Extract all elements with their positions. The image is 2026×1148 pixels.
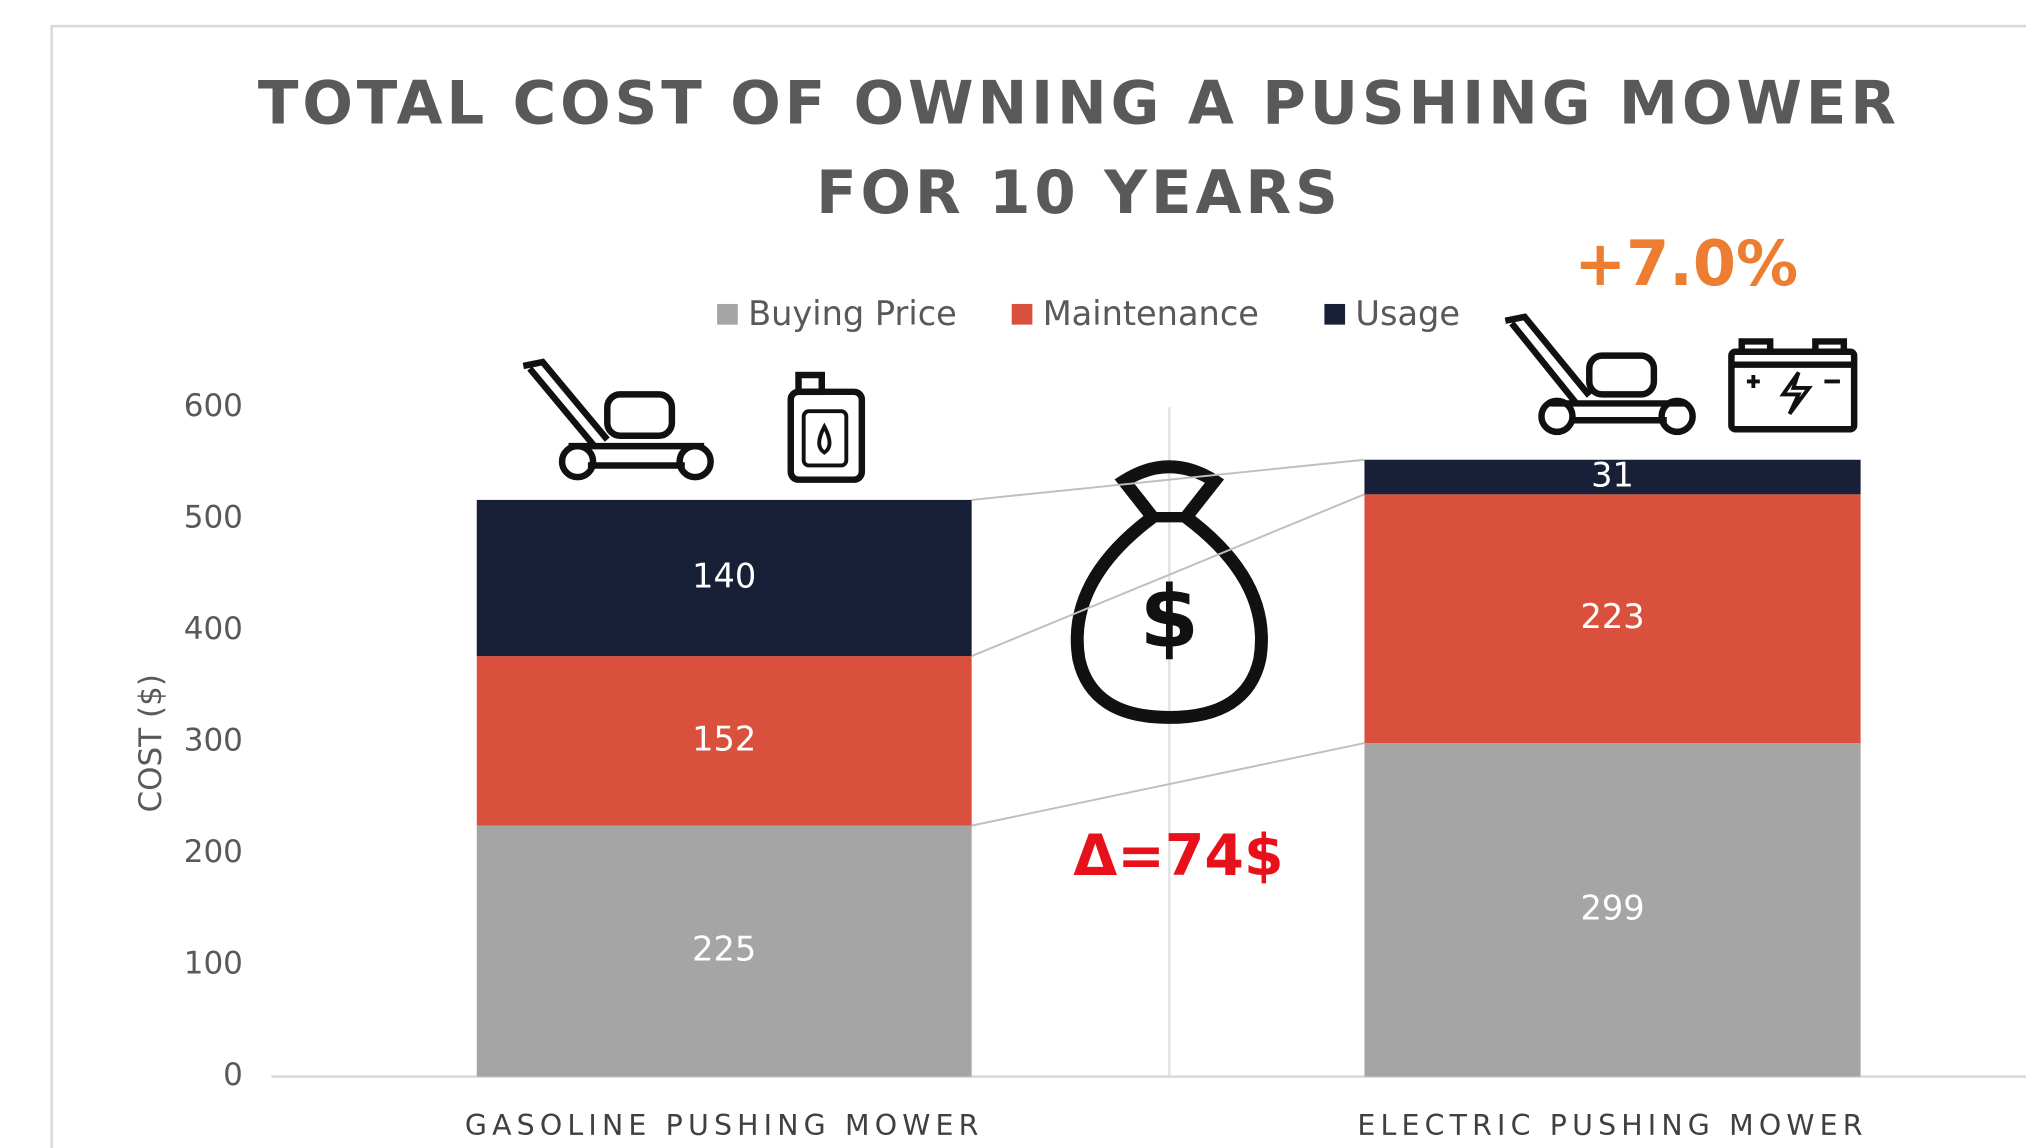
data-label: 299 — [1580, 888, 1644, 927]
y-tick-label: 600 — [184, 388, 243, 424]
x-tick-label: GASOLINE PUSHING MOWER — [465, 1109, 984, 1142]
money-bag-symbol: $ — [1140, 569, 1199, 668]
legend-swatch — [1011, 303, 1033, 325]
mower-icon — [522, 358, 714, 481]
data-label: 31 — [1591, 456, 1634, 495]
y-tick-label: 500 — [184, 499, 243, 535]
data-label: 140 — [692, 556, 756, 595]
bar-segment — [1364, 743, 1861, 1077]
legend-swatch — [717, 303, 738, 325]
fuel-can-icon — [787, 371, 866, 483]
data-label: 225 — [692, 930, 756, 969]
connector-line — [971, 458, 1365, 501]
data-label: 223 — [1580, 597, 1644, 636]
connector-line — [971, 742, 1365, 827]
chart-title: TOTAL COST OF OWNING A PUSHING MOWER — [258, 70, 1900, 139]
annotation: Δ=74$ — [1073, 823, 1283, 889]
bar-segment — [1364, 494, 1861, 744]
money-bag-icon: $ — [1070, 460, 1268, 724]
y-tick-label: 300 — [184, 722, 243, 758]
bar-segment — [476, 825, 972, 1077]
x-tick-label: ELECTRIC PUSHING MOWER — [1357, 1109, 1867, 1142]
y-tick-label: 100 — [184, 946, 243, 982]
mower-icon — [1504, 313, 1696, 436]
bar-segment — [476, 656, 972, 826]
connector-line — [971, 493, 1365, 657]
chart-title: FOR 10 YEARS — [816, 159, 1342, 228]
y-tick-label: 400 — [184, 611, 243, 647]
y-tick-label: 0 — [223, 1057, 243, 1093]
legend-label: Maintenance — [1043, 294, 1259, 333]
battery-icon — [1728, 338, 1858, 433]
data-label: 152 — [692, 719, 756, 758]
annotation: +7.0% — [1574, 227, 1798, 300]
legend-label: Usage — [1355, 294, 1460, 333]
bar-segment — [476, 499, 972, 657]
y-tick-label: 200 — [184, 834, 243, 870]
bar-segment — [1364, 459, 1861, 495]
legend-label: Buying Price — [748, 294, 957, 333]
legend-swatch — [1324, 303, 1346, 325]
y-axis-label: COST ($) — [133, 674, 169, 812]
